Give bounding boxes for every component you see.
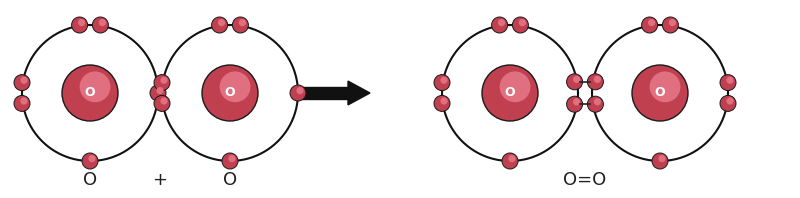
Circle shape xyxy=(652,153,668,169)
Circle shape xyxy=(482,65,538,121)
Circle shape xyxy=(566,96,582,112)
Circle shape xyxy=(99,19,106,26)
Circle shape xyxy=(239,19,246,26)
Circle shape xyxy=(573,76,580,83)
Text: +: + xyxy=(153,171,167,189)
Circle shape xyxy=(82,153,98,169)
Circle shape xyxy=(434,75,450,91)
Circle shape xyxy=(150,85,166,101)
Circle shape xyxy=(502,153,518,169)
Circle shape xyxy=(658,155,666,162)
Circle shape xyxy=(80,71,110,102)
Circle shape xyxy=(218,19,226,26)
Circle shape xyxy=(500,71,530,102)
Text: O: O xyxy=(505,87,515,100)
Text: O: O xyxy=(223,171,237,189)
Circle shape xyxy=(154,95,170,111)
Circle shape xyxy=(518,19,526,26)
Circle shape xyxy=(726,97,734,105)
Circle shape xyxy=(632,65,688,121)
Circle shape xyxy=(157,87,164,94)
Circle shape xyxy=(72,17,88,33)
Circle shape xyxy=(594,98,601,105)
Text: O: O xyxy=(654,87,666,100)
Circle shape xyxy=(220,71,250,102)
Circle shape xyxy=(512,17,528,33)
Circle shape xyxy=(662,17,678,33)
Circle shape xyxy=(648,19,655,26)
Circle shape xyxy=(78,19,85,26)
Circle shape xyxy=(720,75,736,91)
Circle shape xyxy=(290,85,306,101)
Circle shape xyxy=(202,65,258,121)
Circle shape xyxy=(566,74,582,90)
Circle shape xyxy=(440,77,448,84)
Circle shape xyxy=(573,98,580,105)
Circle shape xyxy=(14,95,30,111)
Text: O: O xyxy=(85,87,95,100)
Circle shape xyxy=(594,76,601,83)
Circle shape xyxy=(669,19,676,26)
Circle shape xyxy=(222,153,238,169)
Circle shape xyxy=(21,97,27,105)
Circle shape xyxy=(93,17,109,33)
Circle shape xyxy=(650,71,681,102)
Circle shape xyxy=(160,77,168,84)
Circle shape xyxy=(154,75,170,91)
Circle shape xyxy=(229,155,236,162)
Circle shape xyxy=(14,75,30,91)
Circle shape xyxy=(587,96,603,112)
Circle shape xyxy=(720,95,736,111)
Text: O=O: O=O xyxy=(563,171,606,189)
Circle shape xyxy=(89,155,96,162)
Circle shape xyxy=(211,17,227,33)
Circle shape xyxy=(491,17,508,33)
Circle shape xyxy=(434,95,450,111)
Circle shape xyxy=(232,17,248,33)
Circle shape xyxy=(498,19,506,26)
Circle shape xyxy=(726,77,734,84)
Circle shape xyxy=(509,155,516,162)
Circle shape xyxy=(642,17,658,33)
Circle shape xyxy=(296,87,304,94)
Circle shape xyxy=(587,74,603,90)
Polygon shape xyxy=(298,87,350,99)
Circle shape xyxy=(62,65,118,121)
Text: O: O xyxy=(225,87,235,100)
Circle shape xyxy=(440,97,448,105)
Polygon shape xyxy=(348,81,370,105)
Text: O: O xyxy=(83,171,97,189)
Circle shape xyxy=(160,97,168,105)
Circle shape xyxy=(21,77,27,84)
